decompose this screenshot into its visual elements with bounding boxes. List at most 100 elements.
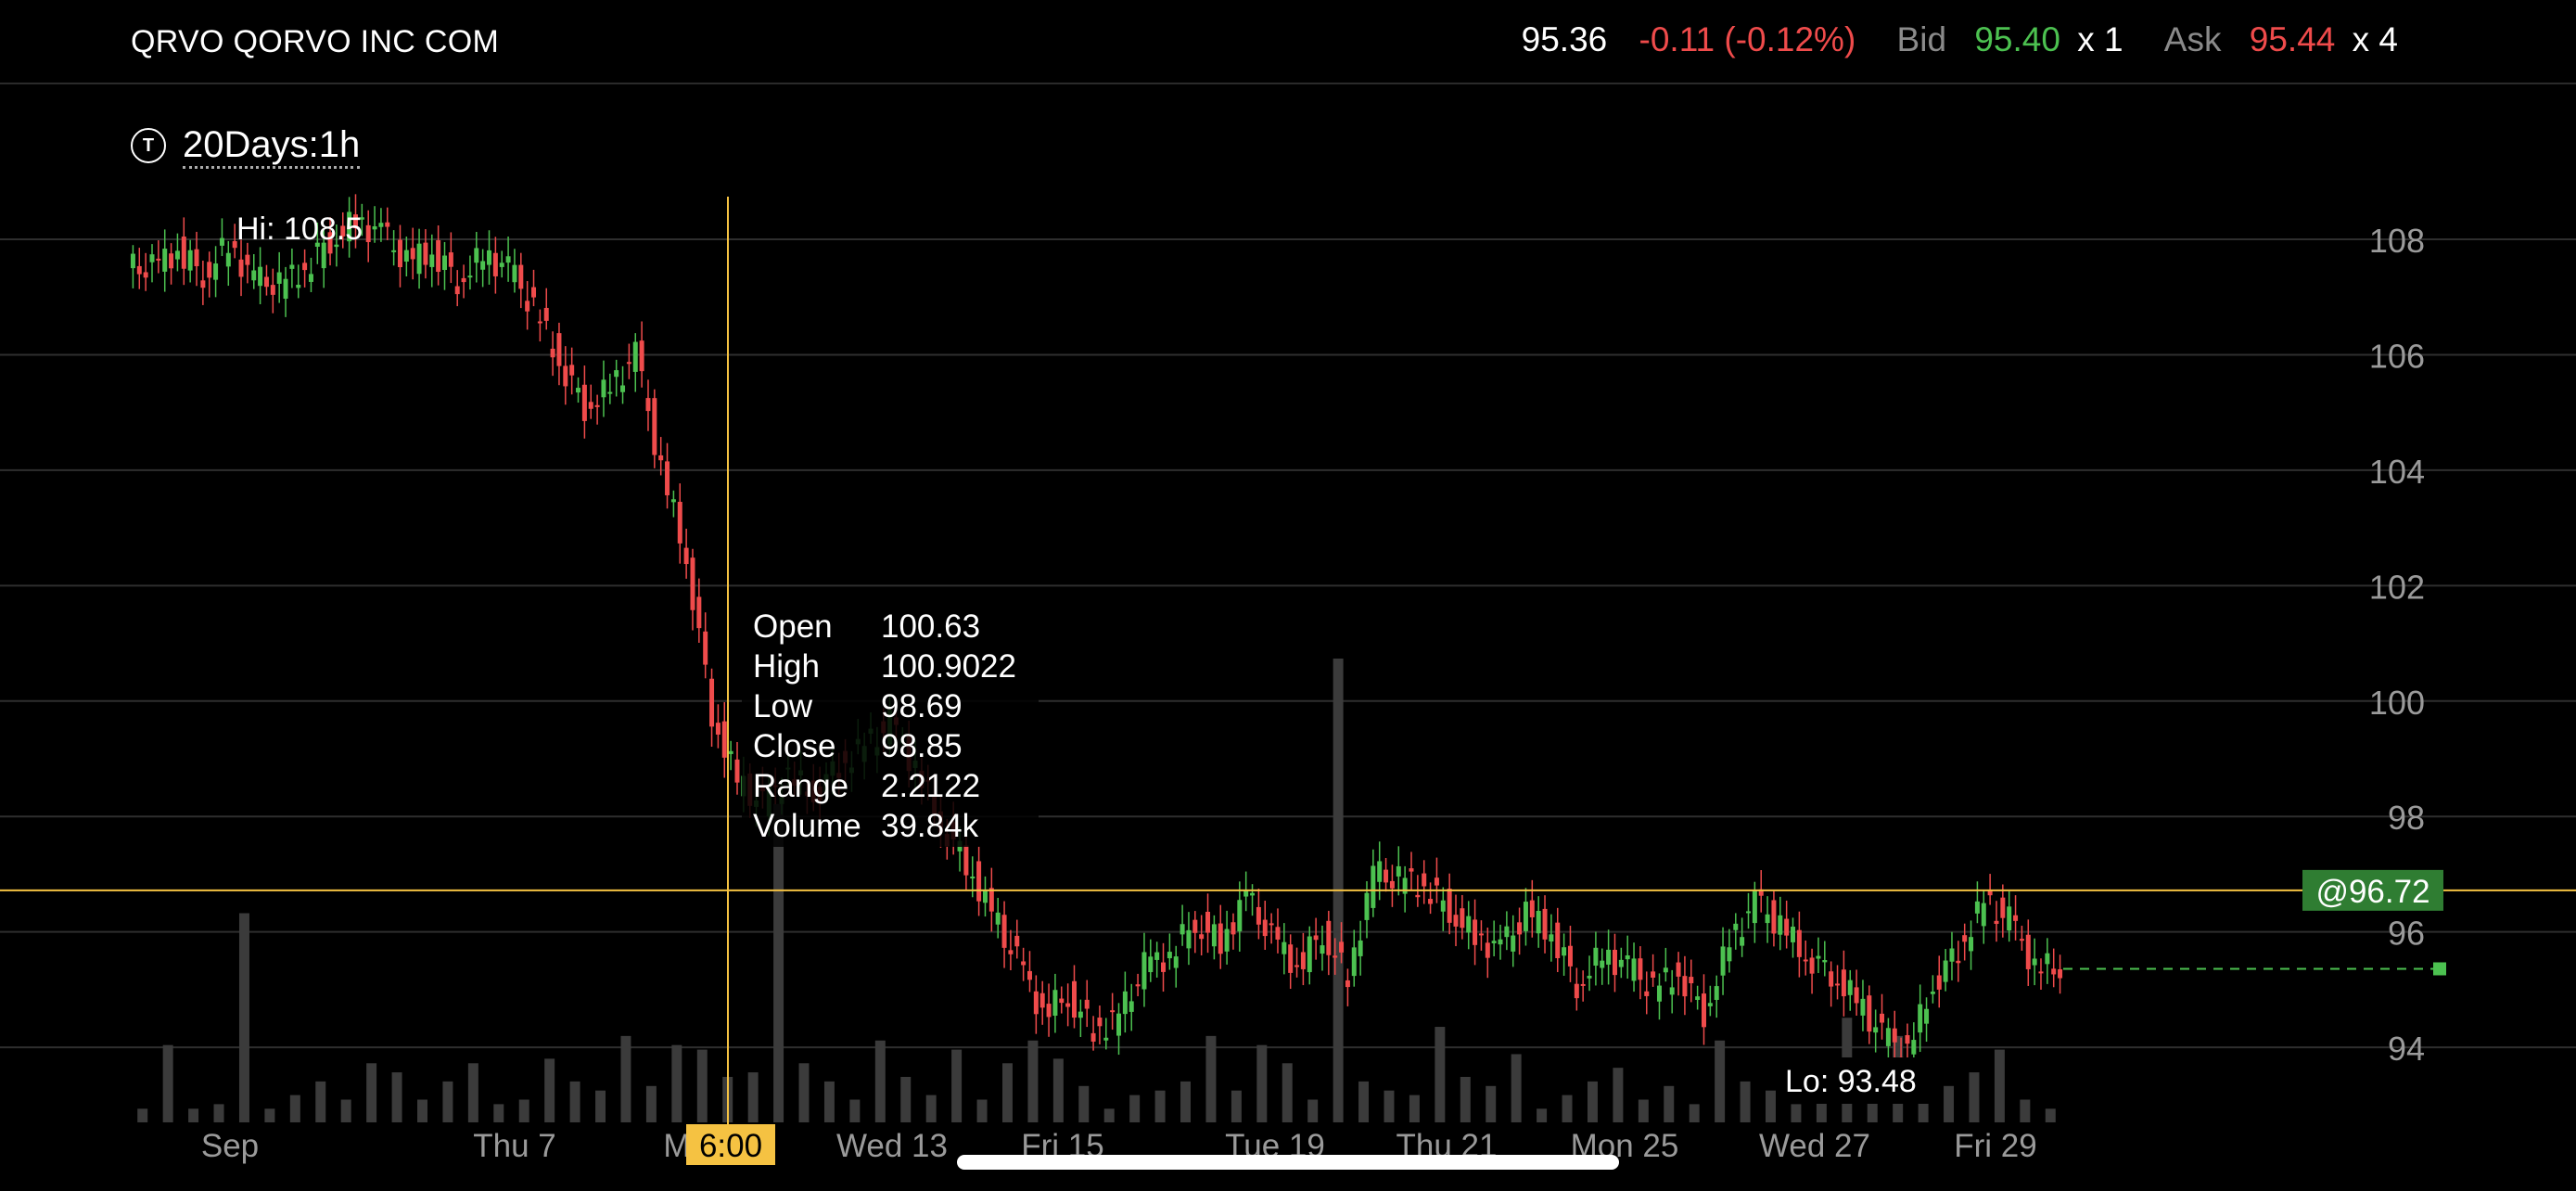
candle-body[interactable] bbox=[1549, 934, 1554, 941]
candle-body[interactable] bbox=[143, 272, 148, 278]
candle-body[interactable] bbox=[1180, 924, 1185, 935]
candle-body[interactable] bbox=[1930, 992, 1935, 994]
candle-body[interactable] bbox=[352, 214, 358, 229]
candle-body[interactable] bbox=[1606, 949, 1612, 965]
candle-body[interactable] bbox=[499, 263, 504, 267]
candle-body[interactable] bbox=[1860, 998, 1866, 1016]
candle-body[interactable] bbox=[436, 240, 441, 273]
candle-body[interactable] bbox=[1110, 1010, 1116, 1013]
candle-body[interactable] bbox=[1389, 880, 1395, 889]
candle-body[interactable] bbox=[385, 222, 390, 227]
candle-body[interactable] bbox=[1511, 935, 1516, 952]
candle-body[interactable] bbox=[721, 721, 727, 758]
candle-body[interactable] bbox=[1078, 1011, 1083, 1018]
candle-body[interactable] bbox=[1186, 929, 1192, 949]
candle-body[interactable] bbox=[1892, 1028, 1897, 1043]
candle-body[interactable] bbox=[963, 845, 969, 876]
candle-body[interactable] bbox=[487, 250, 492, 265]
candle-body[interactable] bbox=[1682, 976, 1688, 997]
candle-body[interactable] bbox=[2007, 906, 2012, 931]
ticker-name[interactable]: QRVO QORVO INC COM bbox=[131, 24, 500, 59]
candle-body[interactable] bbox=[658, 455, 664, 461]
candle-body[interactable] bbox=[258, 266, 263, 287]
candle-body[interactable] bbox=[1141, 952, 1147, 990]
candle-body[interactable] bbox=[1676, 962, 1681, 977]
candle-body[interactable] bbox=[130, 253, 135, 269]
candle-body[interactable] bbox=[734, 759, 740, 783]
candle-body[interactable] bbox=[1740, 937, 1745, 946]
candle-body[interactable] bbox=[238, 259, 244, 277]
candle-body[interactable] bbox=[1504, 926, 1510, 938]
candle-body[interactable] bbox=[1192, 919, 1198, 933]
period-selector[interactable]: T 20Days:1h bbox=[131, 122, 361, 169]
candle-body[interactable] bbox=[334, 244, 339, 248]
candle-body[interactable] bbox=[1243, 890, 1249, 897]
candle-body[interactable] bbox=[715, 723, 721, 735]
candle-body[interactable] bbox=[207, 262, 212, 278]
candle-body[interactable] bbox=[1562, 947, 1567, 956]
candle-body[interactable] bbox=[1949, 948, 1955, 962]
candle-body[interactable] bbox=[1485, 942, 1490, 958]
candle-body[interactable] bbox=[423, 242, 428, 265]
candle-body[interactable] bbox=[1371, 865, 1376, 908]
candle-body[interactable] bbox=[1612, 949, 1617, 976]
candle-body[interactable] bbox=[1320, 945, 1325, 954]
candle-body[interactable] bbox=[372, 225, 377, 230]
candle-body[interactable] bbox=[200, 280, 206, 288]
candle-body[interactable] bbox=[365, 224, 371, 242]
candle-body[interactable] bbox=[970, 877, 976, 879]
candle-body[interactable] bbox=[1816, 955, 1821, 959]
candle-body[interactable] bbox=[982, 890, 988, 903]
candle-body[interactable] bbox=[441, 255, 447, 271]
candle-body[interactable] bbox=[448, 252, 453, 267]
candle-body[interactable] bbox=[1351, 947, 1357, 977]
candle-body[interactable] bbox=[1701, 993, 1706, 1028]
candle-body[interactable] bbox=[1090, 1032, 1096, 1042]
candle-body[interactable] bbox=[1829, 971, 1834, 987]
candle-body[interactable] bbox=[1440, 900, 1446, 912]
candle-body[interactable] bbox=[1409, 868, 1414, 872]
candle-body[interactable] bbox=[1154, 952, 1160, 960]
candle-body[interactable] bbox=[1536, 910, 1541, 934]
candle-body[interactable] bbox=[410, 248, 415, 260]
candle-body[interactable] bbox=[403, 250, 409, 263]
candle-body[interactable] bbox=[1771, 900, 1777, 934]
candle-body[interactable] bbox=[1880, 1013, 1885, 1023]
candle-body[interactable] bbox=[543, 307, 549, 321]
candle-body[interactable] bbox=[1555, 922, 1561, 959]
candle-body[interactable] bbox=[1962, 935, 1968, 942]
candle-body[interactable] bbox=[232, 241, 237, 249]
candle-body[interactable] bbox=[531, 287, 537, 298]
candle-body[interactable] bbox=[594, 404, 600, 407]
candle-body[interactable] bbox=[1746, 911, 1752, 914]
candle-body[interactable] bbox=[1529, 900, 1535, 917]
candle-body[interactable] bbox=[397, 239, 402, 268]
candle-body[interactable] bbox=[1294, 965, 1300, 967]
candle-body[interactable] bbox=[550, 348, 555, 358]
candle-body[interactable] bbox=[251, 270, 257, 281]
candle-body[interactable] bbox=[1307, 936, 1312, 973]
candle-body[interactable] bbox=[1364, 892, 1370, 920]
candle-body[interactable] bbox=[149, 254, 155, 263]
candle-body[interactable] bbox=[136, 265, 142, 275]
candle-body[interactable] bbox=[614, 370, 619, 378]
candle-body[interactable] bbox=[1282, 941, 1287, 954]
candle-body[interactable] bbox=[563, 365, 568, 387]
candle-body[interactable] bbox=[1644, 991, 1650, 996]
candle-body[interactable] bbox=[2038, 971, 2044, 974]
candle-body[interactable] bbox=[1854, 987, 1859, 1004]
candle-body[interactable] bbox=[1205, 911, 1211, 933]
candle-body[interactable] bbox=[576, 388, 581, 393]
candle-body[interactable] bbox=[2058, 968, 2063, 979]
home-indicator[interactable] bbox=[957, 1155, 1619, 1170]
candle-body[interactable] bbox=[289, 264, 295, 269]
candle-body[interactable] bbox=[1447, 889, 1452, 923]
candle-body[interactable] bbox=[677, 502, 682, 544]
candle-body[interactable] bbox=[213, 263, 219, 280]
candle-body[interactable] bbox=[1377, 861, 1383, 882]
candle-body[interactable] bbox=[1974, 901, 1980, 914]
candle-body[interactable] bbox=[1733, 923, 1739, 930]
candle-body[interactable] bbox=[1326, 920, 1332, 955]
candle-body[interactable] bbox=[1994, 920, 1999, 925]
candle-body[interactable] bbox=[2000, 897, 2006, 918]
